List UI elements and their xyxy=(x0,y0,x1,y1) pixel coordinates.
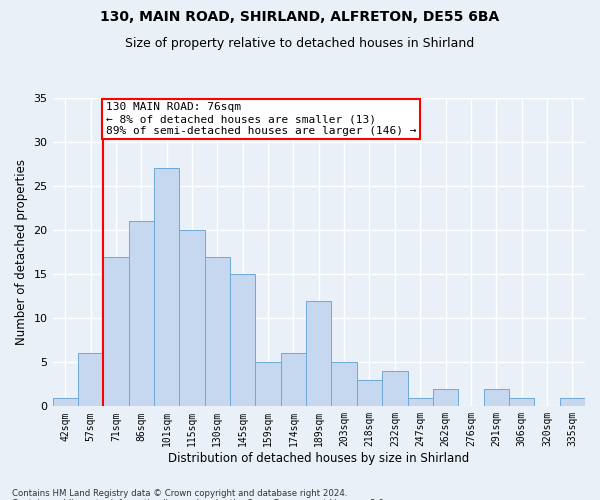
Bar xyxy=(407,398,433,406)
Bar xyxy=(53,398,78,406)
Text: Size of property relative to detached houses in Shirland: Size of property relative to detached ho… xyxy=(125,38,475,51)
Bar xyxy=(509,398,534,406)
Bar xyxy=(78,354,103,406)
Bar xyxy=(281,354,306,406)
Bar xyxy=(230,274,256,406)
Bar xyxy=(179,230,205,406)
Bar xyxy=(128,222,154,406)
Bar xyxy=(256,362,281,406)
X-axis label: Distribution of detached houses by size in Shirland: Distribution of detached houses by size … xyxy=(168,452,469,465)
Bar xyxy=(154,168,179,406)
Bar xyxy=(560,398,585,406)
Y-axis label: Number of detached properties: Number of detached properties xyxy=(15,159,28,345)
Text: 130 MAIN ROAD: 76sqm
← 8% of detached houses are smaller (13)
89% of semi-detach: 130 MAIN ROAD: 76sqm ← 8% of detached ho… xyxy=(106,102,416,136)
Bar xyxy=(205,256,230,406)
Bar xyxy=(382,371,407,406)
Text: Contains HM Land Registry data © Crown copyright and database right 2024.: Contains HM Land Registry data © Crown c… xyxy=(12,488,347,498)
Bar xyxy=(331,362,357,406)
Text: Contains public sector information licensed under the Open Government Licence v3: Contains public sector information licen… xyxy=(12,498,386,500)
Bar xyxy=(306,300,331,406)
Bar xyxy=(433,388,458,406)
Bar xyxy=(103,256,128,406)
Bar xyxy=(484,388,509,406)
Text: 130, MAIN ROAD, SHIRLAND, ALFRETON, DE55 6BA: 130, MAIN ROAD, SHIRLAND, ALFRETON, DE55… xyxy=(100,10,500,24)
Bar xyxy=(357,380,382,406)
